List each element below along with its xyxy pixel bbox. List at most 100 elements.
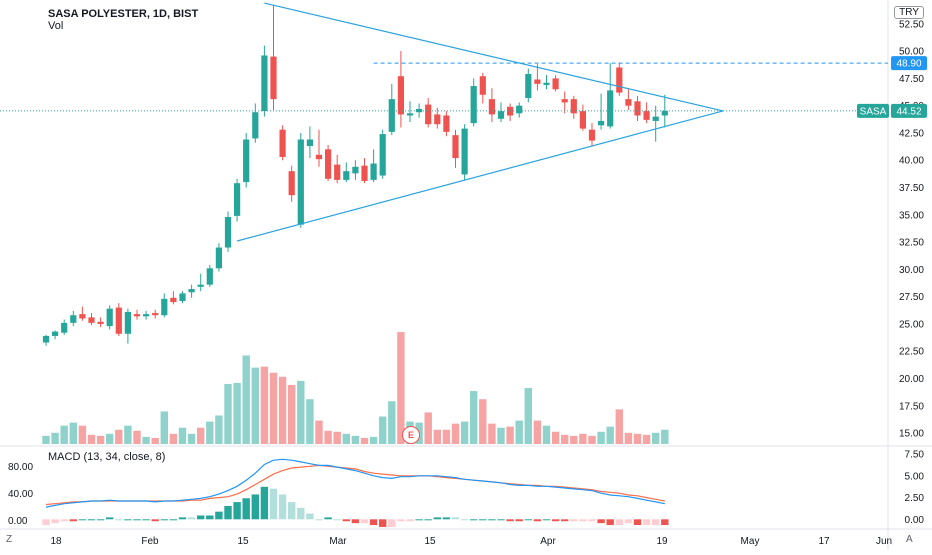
volume-bar [633,433,642,444]
candle-body [443,115,450,132]
candle-body [42,335,50,343]
macd-histogram-bar [652,519,660,526]
candle-body [488,99,495,115]
volume-bar [96,435,105,444]
volume-bar [652,432,660,444]
macd-histogram-bar [242,498,250,520]
axes-layer: 52.5050.0047.5045.0042.5040.0037.5035.00… [8,19,927,547]
volume-bar [342,433,350,444]
macd-axis-tick: 2.50 [905,493,925,504]
macd-histogram-bar [197,515,205,520]
trendlines-layer[interactable] [0,2,888,242]
time-axis-tick: 15 [424,536,436,547]
trendline-lower[interactable] [236,110,724,242]
candle-body [224,216,232,248]
volume-bar [197,427,205,444]
volume-bar [115,429,123,444]
volume-bar [160,411,168,444]
candle-body [370,163,377,180]
macd-histogram-bar [642,519,651,526]
candle-body [279,129,286,157]
volume-bar [542,425,551,444]
macd-histogram-bar [187,517,196,520]
candle-body [325,149,332,179]
volume-bar [142,436,150,444]
candle-body [361,165,368,181]
macd-histogram-bar [397,519,405,522]
macd-histogram-bar [433,517,441,520]
macd-histogram-bar [206,515,214,520]
macd-histogram-bar [233,502,241,520]
macd-histogram-bar [78,519,87,521]
macd-histogram-bar [561,519,569,522]
macd-histogram-bar [342,519,350,522]
volume-bar [606,426,614,444]
price-axis-tick: 52.50 [899,19,924,30]
candle-body [343,171,350,180]
macd-histogram-bar [415,519,423,521]
candle-body [270,56,277,100]
candle-body [379,134,386,176]
volume-bar [60,425,68,444]
macd-histogram-bar [624,519,633,524]
volume-bar [224,383,232,444]
volume-bar [588,435,596,444]
volume-bar [561,434,569,444]
candle-body [261,55,268,112]
macd-histogram-bar [96,519,105,521]
candles-layer [42,5,668,346]
volume-bar [206,421,214,444]
macd-histogram-bar [533,519,542,522]
volume-bar [642,434,651,444]
volume-bar [624,432,633,444]
candle-body [188,289,195,293]
candle-body [497,111,505,119]
last-price-label-bg [891,103,927,118]
timezone-corner-left[interactable]: Z [6,534,13,545]
volume-bar [51,432,59,444]
price-axis-tick: 30.00 [899,265,924,276]
trendline-upper[interactable] [264,2,724,112]
candle-body [552,78,559,90]
price-axis-tick: 32.50 [899,238,924,249]
auto-scale-corner-right[interactable]: A [906,534,913,545]
candle-body [170,297,177,303]
macd-histogram-bar [515,519,523,522]
volume-bar [388,401,396,444]
candle-body [306,139,313,147]
macd-histogram-bar [506,519,514,522]
price-axis-tick: 25.00 [899,319,924,330]
currency-badge[interactable]: TRY [894,6,924,19]
volume-bar [451,423,460,444]
macd-histogram-bar [524,519,532,521]
volume-bar [497,427,505,444]
candle-body [652,116,659,121]
candle-body [461,128,468,175]
price-axis-tick: 22.50 [899,347,924,358]
volume-bar [124,425,132,444]
price-axis-tick: 50.00 [899,47,924,58]
candle-body [661,110,668,116]
candle-body [88,317,95,323]
candle-body [470,86,477,124]
macd-histogram-bar [379,519,387,527]
macd-histogram-bar [169,519,178,521]
macd-histogram-bar [269,488,278,520]
price-axis-tick: 35.00 [899,210,924,221]
candle-body [133,314,141,317]
volume-bar [78,425,87,444]
macd-signal-line [45,464,665,506]
earnings-event-marker[interactable]: E [402,426,420,444]
volume-bar [488,423,496,444]
volume-bar [178,427,187,444]
volume-bar [297,380,305,444]
macd-histogram-bar [442,517,451,520]
time-axis-tick: Feb [141,536,159,547]
macd-histogram-bar [333,519,341,521]
macd-histogram-bar [42,519,50,526]
candle-body [79,314,86,319]
macd-histogram-bar [297,507,305,520]
volume-label: Vol [48,20,64,32]
